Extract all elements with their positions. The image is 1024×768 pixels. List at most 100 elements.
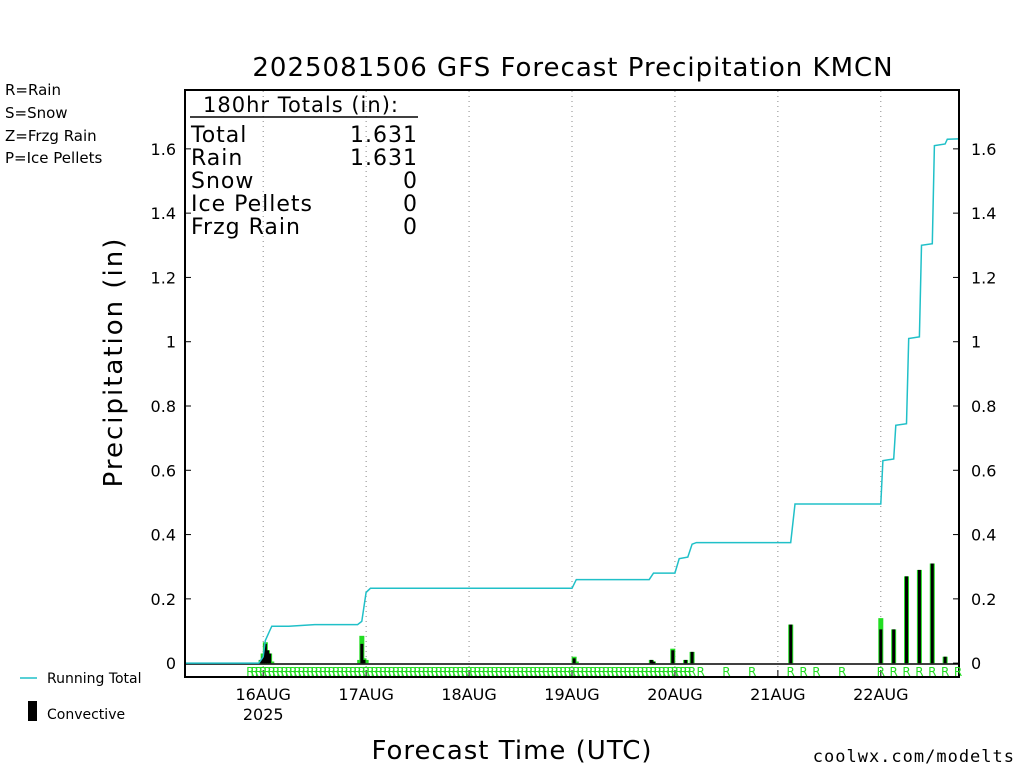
rain-bar — [269, 661, 275, 664]
rain-type-marker: R — [877, 665, 885, 679]
rain-type-marker: R — [576, 665, 584, 679]
rain-type-marker: R — [461, 665, 469, 679]
y-tick-label-right: 1 — [971, 333, 981, 352]
rain-type-marker: R — [349, 665, 357, 679]
convective-bar — [671, 650, 675, 664]
convective-bar — [690, 651, 694, 664]
rain-type-marker: R — [392, 665, 400, 679]
rain-type-marker: R — [508, 665, 516, 679]
rain-type-marker: R — [602, 665, 610, 679]
rain-type-marker: R — [619, 665, 627, 679]
rain-type-marker: R — [748, 665, 756, 679]
rain-type-marker: R — [645, 665, 653, 679]
convective-bar — [917, 569, 921, 664]
rain-type-marker: R — [413, 665, 421, 679]
rain-type-marker: R — [379, 665, 387, 679]
convective-legend-swatch — [28, 701, 37, 721]
y-tick-label-left: 1.4 — [151, 204, 176, 223]
rain-type-marker: R — [302, 665, 310, 679]
x-axis-label: Forecast Time (UTC) — [371, 736, 652, 766]
rain-type-marker: R — [332, 665, 340, 679]
rain-type-marker: R — [649, 665, 657, 679]
rain-type-marker: R — [435, 665, 443, 679]
convective-bar — [572, 658, 576, 664]
convective-bar — [930, 563, 934, 664]
rain-type-marker: R — [529, 665, 537, 679]
totals-value: 0 — [403, 215, 418, 240]
rain-type-marker: R — [443, 665, 451, 679]
running-total-legend-label: Running Total — [47, 671, 142, 687]
x-tick-label: 21AUG — [750, 685, 805, 704]
convective-bar — [261, 656, 265, 664]
rain-type-marker: R — [396, 665, 404, 679]
y-axis-left: 0 0.2 0.4 0.6 0.8 1 1.2 1.4 1.6 — [151, 140, 191, 673]
type-legend-frzg-rain: Z=Frzg Rain — [5, 127, 97, 145]
totals-value: 1.631 — [350, 123, 418, 148]
rain-type-marker: R — [362, 665, 370, 679]
convective-bar — [943, 656, 947, 664]
rain-type-marker: R — [838, 665, 846, 679]
rain-type-marker: R — [684, 665, 692, 679]
convective-bar — [259, 659, 263, 664]
type-legend: R=Rain S=Snow Z=Frzg Rain P=Ice Pellets — [5, 81, 102, 167]
rain-type-marker: R — [439, 665, 447, 679]
y-tick-label-left: 0.2 — [151, 590, 176, 609]
rain-type-marker: R — [658, 665, 666, 679]
rain-type-marker: R — [516, 665, 524, 679]
convective-bar — [263, 643, 267, 664]
rain-type-marker: R — [572, 665, 580, 679]
totals-value: 0 — [403, 192, 418, 217]
rain-type-marker: R — [812, 665, 820, 679]
convective-bars — [259, 563, 947, 664]
rain-type-marker: R — [315, 665, 323, 679]
rain-type-marker: R — [722, 665, 730, 679]
rain-type-marker: R — [555, 665, 563, 679]
rain-type-marker: R — [336, 665, 344, 679]
rain-type-marker: R — [405, 665, 413, 679]
rain-type-marker: R — [323, 665, 331, 679]
rain-type-marker: R — [954, 665, 962, 679]
rain-type-marker: R — [371, 665, 379, 679]
rain-type-marker: R — [452, 665, 460, 679]
rain-type-marker: R — [551, 665, 559, 679]
rain-type-marker: R — [298, 665, 306, 679]
type-legend-rain: R=Rain — [5, 81, 61, 99]
rain-type-marker: R — [594, 665, 602, 679]
x-tick-label: 16AUG — [235, 685, 290, 704]
x-tick-label: 17AUG — [338, 685, 393, 704]
rain-type-marker: R — [787, 665, 795, 679]
rain-type-marker: R — [546, 665, 554, 679]
rain-type-marker: R — [353, 665, 361, 679]
rain-type-marker: R — [799, 665, 807, 679]
rain-type-marker: R — [589, 665, 597, 679]
y-tick-label-left: 0.8 — [151, 397, 176, 416]
rain-type-marker: R — [486, 665, 494, 679]
convective-bar — [265, 650, 269, 664]
rain-type-marker: R — [581, 665, 589, 679]
rain-type-marker: R — [495, 665, 503, 679]
rain-type-marker: R — [636, 665, 644, 679]
x-tick-label: 18AUG — [441, 685, 496, 704]
rain-type-marker: R — [366, 665, 374, 679]
rain-type-marker: R — [448, 665, 456, 679]
rain-type-marker: R — [585, 665, 593, 679]
rain-type-marker: R — [615, 665, 623, 679]
running-total-line — [186, 138, 959, 664]
rain-type-marker: R — [263, 665, 271, 679]
rain-bar — [573, 661, 579, 664]
rain-type-marker: R — [268, 665, 276, 679]
rain-type-marker: R — [259, 665, 267, 679]
rain-type-marker: R — [928, 665, 936, 679]
rain-type-marker: R — [418, 665, 426, 679]
y-axis-right: 0 0.2 0.4 0.6 0.8 1 1.2 1.4 1.6 — [953, 140, 996, 673]
rain-type-marker: R — [611, 665, 619, 679]
rain-type-marker: R — [250, 665, 258, 679]
y-tick-label-left: 0 — [166, 654, 176, 673]
rain-type-marker: R — [289, 665, 297, 679]
y-tick-label-right: 0.2 — [971, 590, 996, 609]
rain-type-marker: R — [310, 665, 318, 679]
convective-bar — [879, 629, 883, 664]
rain-type-marker: R — [431, 665, 439, 679]
y-tick-label-right: 0.6 — [971, 461, 996, 480]
x-tick-label: 19AUG — [544, 685, 599, 704]
